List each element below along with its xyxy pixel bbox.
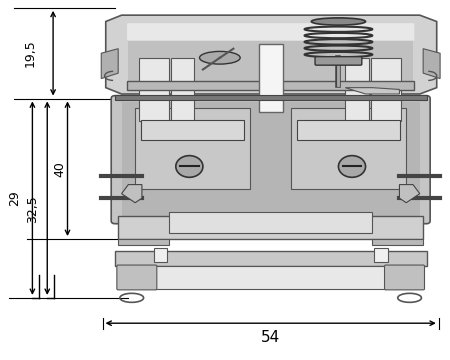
Polygon shape [106,15,436,94]
Bar [122,102,420,217]
Bar [259,44,283,112]
Bar [115,95,427,100]
Circle shape [176,156,203,177]
Text: 32,5: 32,5 [26,195,39,223]
Polygon shape [400,185,420,203]
Bar [345,58,369,121]
Ellipse shape [199,51,240,64]
Polygon shape [101,49,118,78]
Polygon shape [345,87,400,94]
Polygon shape [154,248,167,262]
Polygon shape [122,185,142,203]
FancyBboxPatch shape [385,265,424,290]
FancyBboxPatch shape [141,121,244,140]
Bar [118,216,423,239]
Text: 29: 29 [9,190,21,206]
Polygon shape [423,49,440,78]
Bar [155,266,386,289]
FancyBboxPatch shape [111,96,430,224]
Polygon shape [372,239,423,245]
Polygon shape [128,26,413,85]
FancyBboxPatch shape [297,121,400,140]
FancyBboxPatch shape [127,81,414,90]
Bar [371,58,401,121]
Bar [115,251,427,266]
Bar [171,58,194,121]
Polygon shape [374,248,387,262]
Text: 19,5: 19,5 [24,39,37,67]
Bar [139,58,169,121]
Bar [135,108,250,189]
Text: 54: 54 [261,330,280,345]
FancyBboxPatch shape [117,265,157,290]
Bar [291,108,406,189]
Circle shape [338,156,365,177]
Bar [169,212,372,233]
FancyBboxPatch shape [315,57,362,65]
Polygon shape [118,239,169,245]
FancyBboxPatch shape [127,23,414,41]
Ellipse shape [311,18,365,25]
Text: 40: 40 [54,161,66,177]
